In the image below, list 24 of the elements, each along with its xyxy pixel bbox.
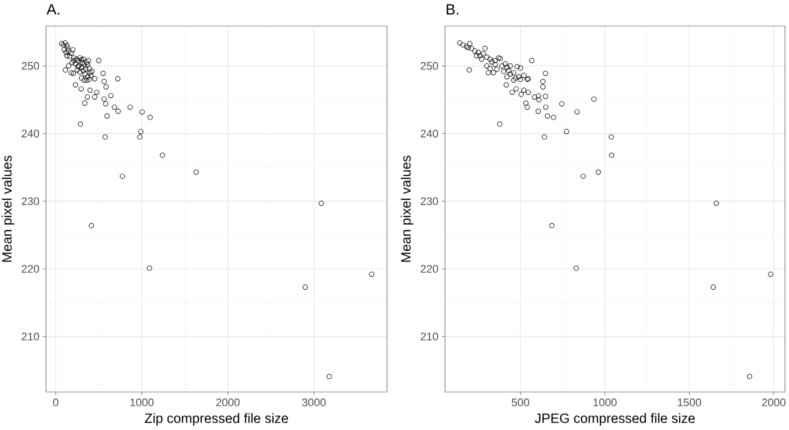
x-tick-label: 2000 — [216, 398, 240, 406]
y-tick-label: 250 — [22, 62, 40, 70]
y-tick-label: 230 — [420, 197, 438, 206]
x-tick-label: 0 — [53, 398, 58, 406]
y-axis-title: Mean pixel values — [400, 156, 414, 262]
y-tick-label: 220 — [22, 265, 40, 273]
x-tick-label: 1500 — [678, 398, 702, 406]
x-tick-label: 2000 — [762, 398, 786, 406]
x-tick-label: 1000 — [130, 398, 154, 406]
y-axis-title: Mean pixel values — [2, 156, 14, 262]
x-tick-label: 3000 — [302, 398, 326, 406]
y-tick-label: 220 — [420, 265, 438, 273]
y-tick-label: 240 — [22, 130, 40, 138]
x-axis-title: Zip compressed file size — [144, 413, 288, 426]
chart-title: B. — [446, 4, 458, 14]
y-tick-label: 210 — [420, 332, 438, 340]
chart-title: A. — [46, 4, 60, 14]
y-tick-label: 210 — [22, 332, 40, 340]
y-tick-label: 240 — [420, 130, 438, 138]
y-tick-label: 230 — [22, 197, 40, 206]
y-tick-label: 250 — [420, 62, 438, 70]
x-tick-label: 1000 — [594, 398, 617, 406]
x-tick-label: 500 — [512, 398, 530, 406]
x-axis-title: JPEG compressed file size — [534, 413, 695, 426]
